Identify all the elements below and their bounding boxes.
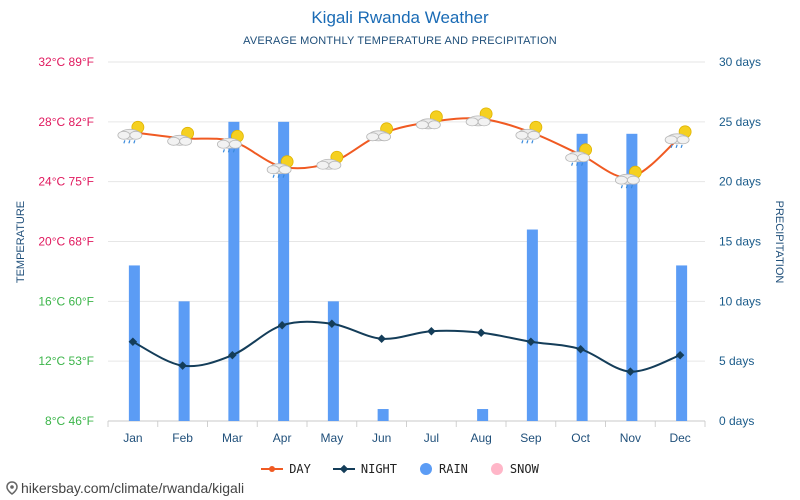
x-tick-label: Sep	[520, 431, 542, 445]
right-tick-label: 25 days	[719, 115, 761, 129]
legend-snow-marker-icon	[490, 463, 503, 475]
sun-cloud-rain-icon	[515, 120, 543, 144]
x-tick-label: Jul	[424, 431, 439, 445]
left-tick-label: 28°C 82°F	[38, 115, 94, 129]
legend-night-marker-icon	[332, 464, 355, 474]
right-tick-label: 10 days	[719, 294, 761, 308]
night-point	[128, 337, 138, 346]
night-point	[427, 327, 436, 336]
left-tick-label: 32°C 89°F	[38, 55, 94, 69]
x-tick-label: Mar	[222, 431, 243, 445]
night-line	[132, 320, 681, 373]
watermark-text: hikersbay.com/climate/rwanda/kigali	[21, 480, 245, 496]
left-tick-label: 12°C 53°F	[38, 354, 94, 368]
rain-bar	[676, 265, 688, 421]
sun-cloud-icon	[415, 110, 443, 130]
night-point	[178, 361, 187, 370]
rain-bar	[377, 409, 389, 421]
sun-cloud-rain-icon	[216, 129, 244, 153]
night-point	[228, 350, 237, 360]
rain-bar	[278, 121, 290, 421]
rain-bar	[178, 301, 190, 421]
night-point	[277, 321, 287, 330]
right-tick-label: 20 days	[719, 175, 761, 189]
x-tick-label: May	[321, 431, 344, 445]
sun-cloud-rain-icon	[117, 120, 145, 144]
night-point	[476, 328, 486, 337]
rain-bar	[477, 409, 489, 421]
sun-cloud-rain-icon	[565, 143, 593, 166]
legend-item-snow[interactable]: SNOW	[490, 462, 539, 476]
right-tick-label: 0 days	[719, 414, 754, 428]
right-tick-label: 30 days	[719, 55, 761, 69]
sun-cloud-rain-icon	[614, 165, 642, 189]
legend-night-label: NIGHT	[360, 462, 397, 476]
night-point	[675, 350, 685, 360]
sun-cloud-rain-icon	[266, 155, 294, 178]
rain-bar	[526, 229, 538, 421]
rain-bar	[576, 133, 588, 422]
x-tick-label: Dec	[669, 431, 690, 445]
night-point	[576, 344, 585, 354]
legend-item-rain[interactable]: RAIN	[419, 462, 468, 476]
x-tick-label: Apr	[273, 431, 292, 445]
left-tick-label: 20°C 68°F	[38, 235, 94, 249]
night-point	[327, 319, 337, 329]
legend-snow-label: SNOW	[509, 462, 539, 476]
legend: DAY NIGHT RAIN SNOW	[0, 462, 800, 476]
sun-cloud-icon	[465, 107, 493, 127]
x-tick-label: Aug	[470, 431, 491, 445]
x-tick-label: Oct	[571, 431, 590, 445]
left-tick-label: 8°C 46°F	[45, 414, 94, 428]
legend-day-label: DAY	[289, 462, 311, 476]
legend-rain-marker-icon	[420, 463, 432, 475]
right-tick-label: 5 days	[719, 354, 754, 368]
legend-day-marker-icon	[261, 466, 284, 472]
sun-cloud-icon	[167, 126, 195, 146]
chart-title: Kigali Rwanda Weather	[311, 8, 489, 27]
rain-bar	[228, 121, 240, 421]
watermark[interactable]: hikersbay.com/climate/rwanda/kigali	[6, 480, 244, 496]
rain-bar	[626, 133, 638, 422]
x-tick-label: Feb	[172, 431, 193, 445]
x-tick-label: Jan	[123, 431, 142, 445]
legend-rain-label: RAIN	[439, 462, 468, 476]
sun-cloud-icon	[316, 150, 344, 170]
left-tick-label: 16°C 60°F	[38, 294, 94, 308]
night-point	[526, 337, 536, 346]
right-tick-label: 15 days	[719, 235, 761, 249]
legend-item-night[interactable]: NIGHT	[332, 462, 397, 476]
x-tick-label: Jun	[372, 431, 391, 445]
sun-cloud-rain-icon	[664, 125, 692, 148]
legend-item-day[interactable]: DAY	[261, 462, 311, 476]
day-line	[132, 117, 681, 179]
chart-subtitle: AVERAGE MONTHLY TEMPERATURE AND PRECIPIT…	[243, 35, 557, 47]
x-tick-label: Nov	[620, 431, 641, 445]
night-point	[626, 367, 635, 376]
left-tick-label: 24°C 75°F	[38, 175, 94, 189]
night-point	[377, 334, 386, 343]
rain-bar	[327, 301, 339, 421]
y-axis-title-left: TEMPERATURE	[15, 201, 27, 283]
location-pin-icon	[6, 481, 18, 495]
sun-cloud-icon	[366, 122, 394, 142]
y-axis-title-right: PRECIPITATION	[773, 201, 785, 284]
